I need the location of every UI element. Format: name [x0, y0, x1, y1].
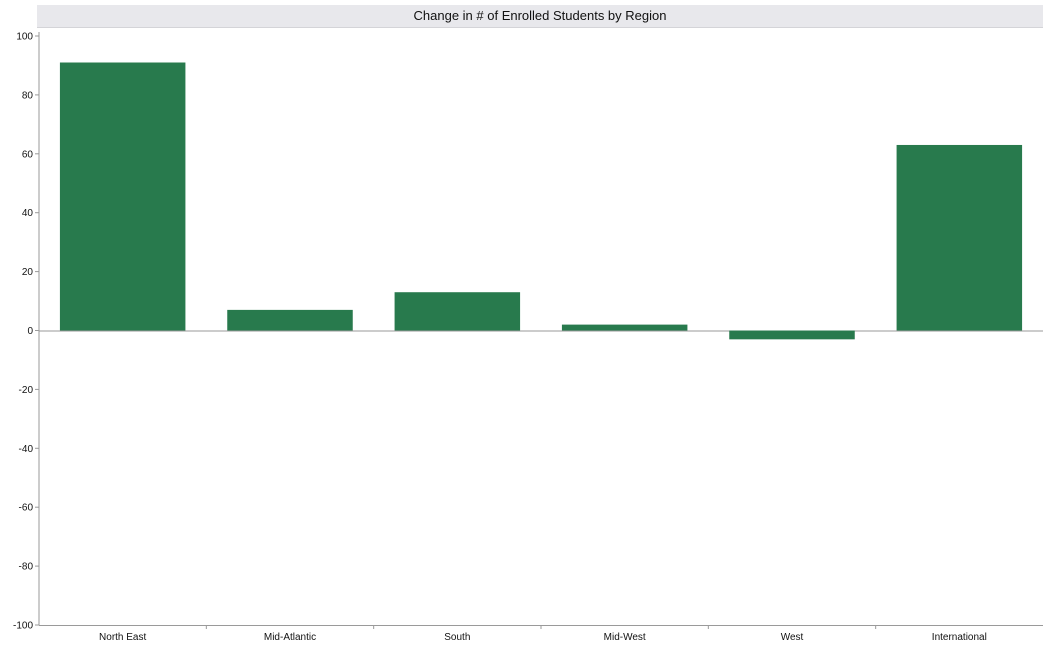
y-tick-label: 20: [22, 267, 34, 278]
y-tick-label: 80: [22, 90, 34, 101]
bar: [729, 330, 855, 340]
chart-title: Change in # of Enrolled Students by Regi…: [413, 8, 667, 23]
y-tick-label: -60: [19, 503, 34, 514]
chart-title-bar: Change in # of Enrolled Students by Regi…: [37, 5, 1043, 28]
bar: [896, 144, 1023, 331]
x-tick-label: International: [932, 632, 987, 643]
y-tick-label: 40: [22, 208, 34, 219]
y-tick-label: 60: [22, 149, 34, 160]
y-tick-label: 100: [16, 32, 33, 43]
bar: [561, 324, 688, 331]
x-tick-label: South: [444, 632, 470, 643]
bar: [227, 309, 353, 331]
x-tick-label: Mid-Atlantic: [264, 632, 316, 643]
y-tick-label: -40: [19, 444, 34, 455]
chart-axes: [35, 32, 1043, 629]
x-tick-label: West: [781, 632, 804, 643]
x-tick-label: North East: [99, 632, 146, 643]
y-tick-label: 0: [27, 326, 33, 337]
y-tick-label: -20: [19, 385, 34, 396]
x-tick-label: Mid-West: [604, 632, 646, 643]
chart-bars: [59, 62, 1023, 340]
y-tick-label: -80: [19, 562, 34, 573]
bar: [59, 62, 186, 331]
y-tick-label: -100: [13, 621, 33, 632]
bar: [394, 292, 521, 331]
chart-labels: 100 80 60 40 20 0 -20 -40 -60 -80 -100 North East Mi…: [13, 32, 987, 644]
